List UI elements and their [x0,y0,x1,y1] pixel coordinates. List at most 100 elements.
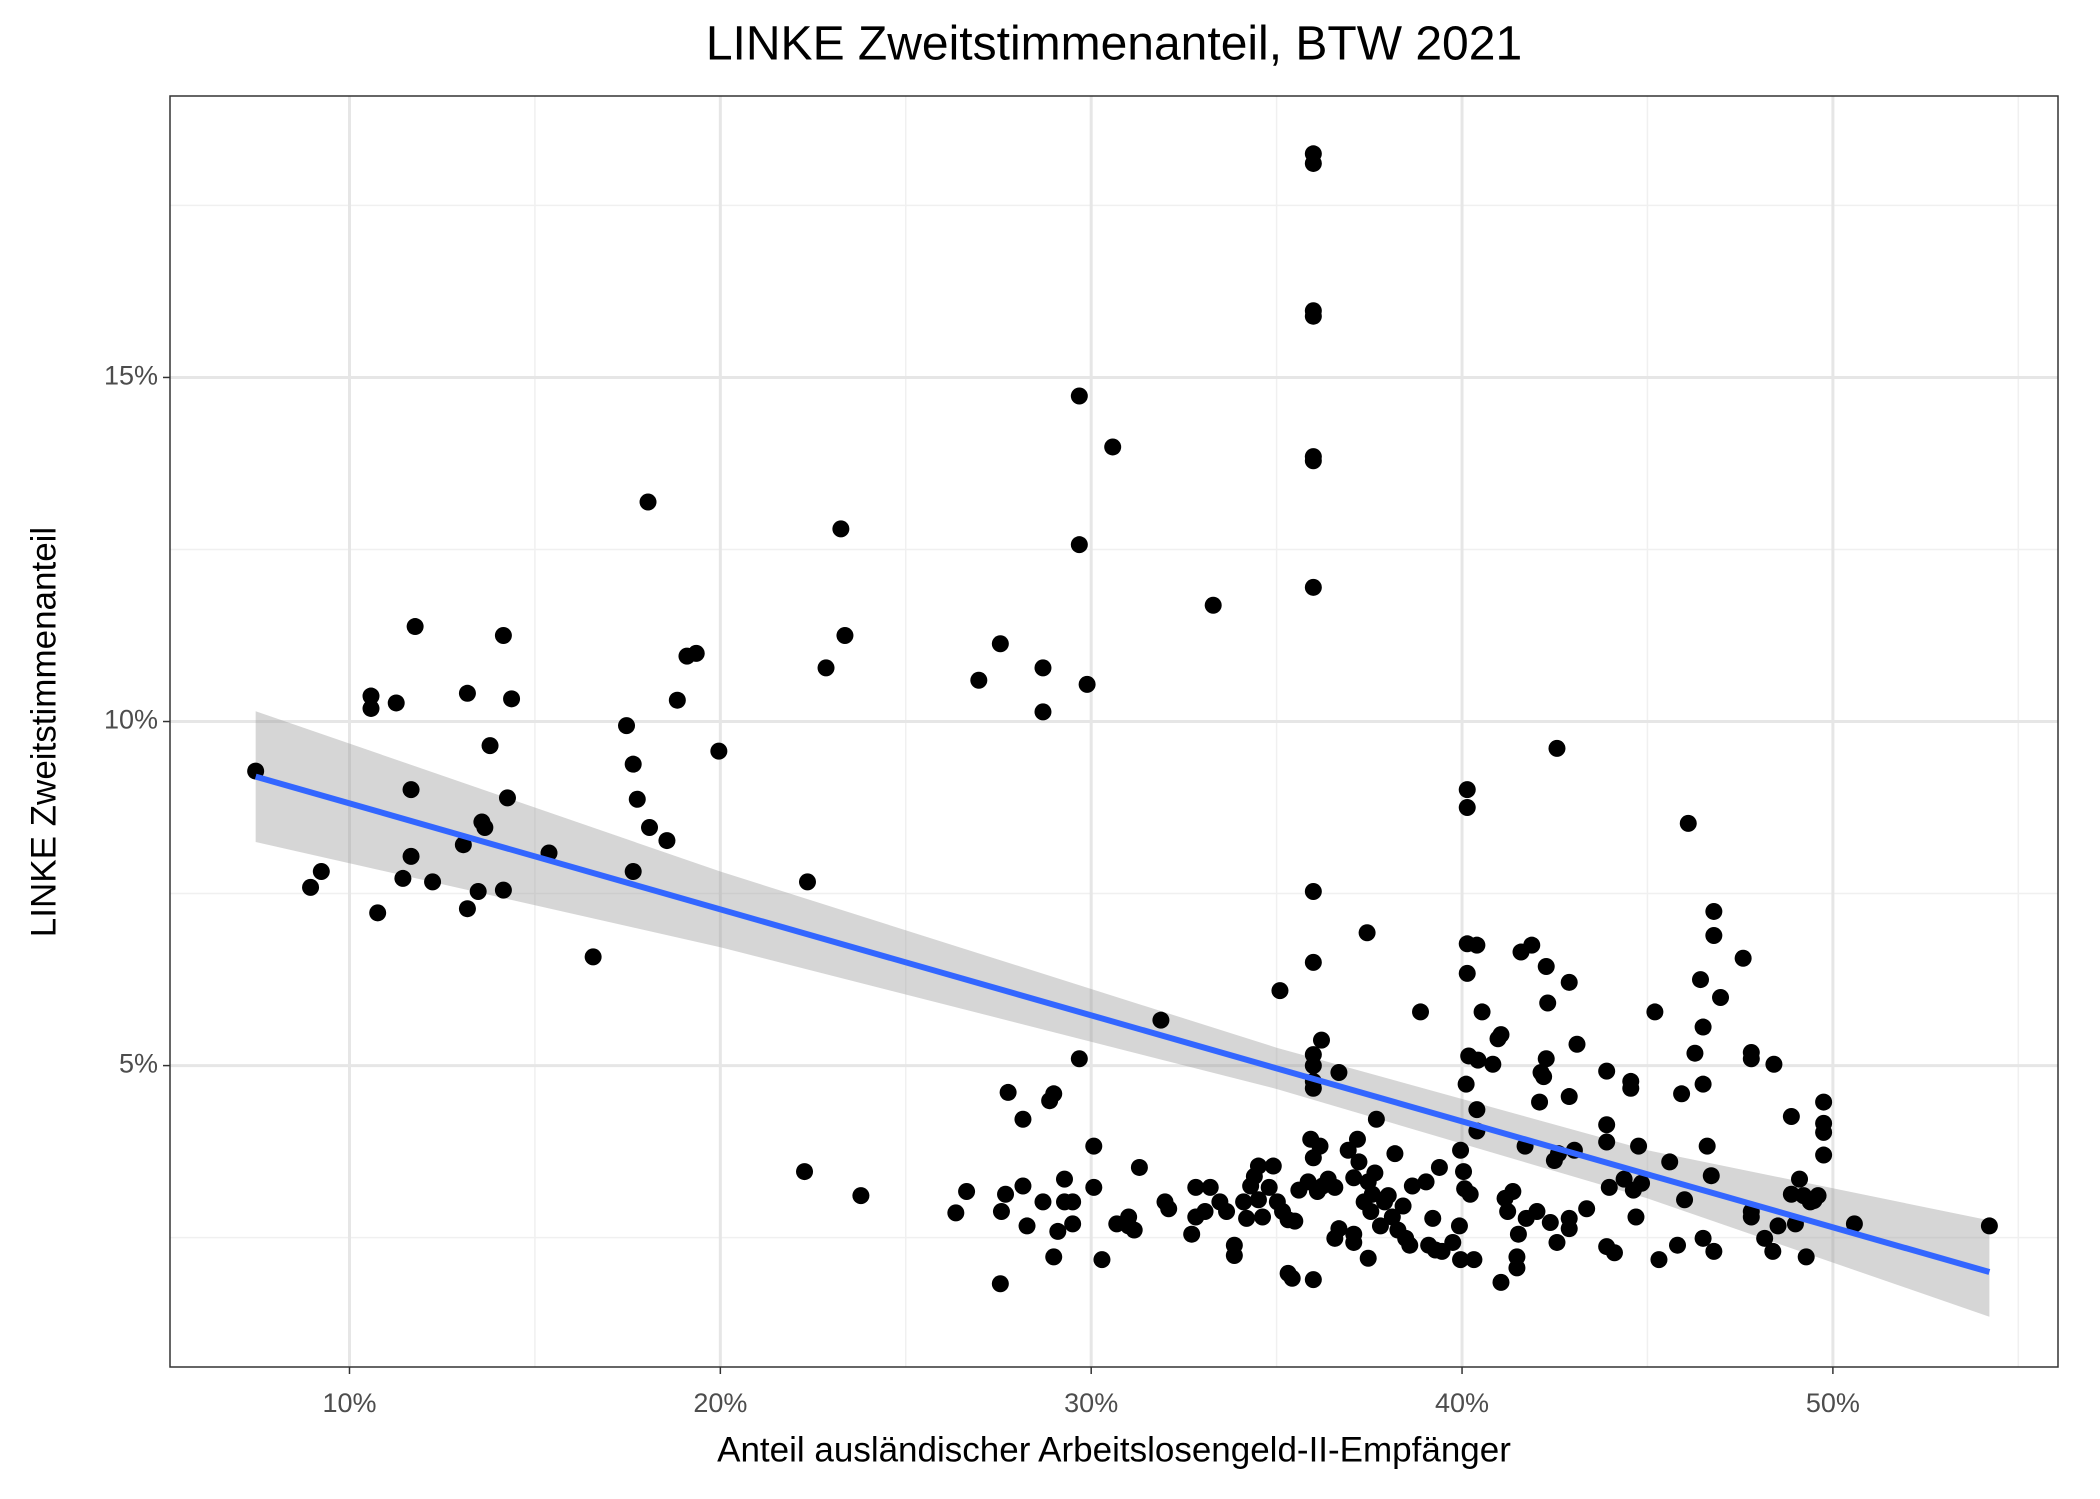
point [406,618,424,636]
point [1055,1170,1073,1188]
point [1598,1062,1616,1080]
point [1196,1202,1214,1220]
point [991,635,1009,653]
x-tick-label: 40% [1435,1388,1489,1418]
point [1359,1249,1377,1267]
point [1260,1178,1278,1196]
point [1264,1157,1282,1175]
point [1845,1215,1863,1233]
point [1694,1018,1712,1036]
point [1742,1050,1760,1068]
point [1034,1193,1052,1211]
point [1698,1137,1716,1155]
point [1183,1225,1201,1243]
point [394,869,412,887]
point [458,900,476,918]
point [458,684,476,702]
point [1541,1213,1559,1231]
point [1598,1133,1616,1151]
point [1548,739,1566,757]
point [1249,1191,1267,1209]
point [1712,988,1730,1006]
point [817,659,835,677]
point [1254,1208,1272,1226]
point [852,1187,870,1205]
point [1403,1177,1421,1195]
point [1160,1200,1178,1218]
point [1286,1212,1304,1230]
point [1457,1075,1475,1093]
point [1304,307,1322,325]
point [1304,154,1322,172]
point [1661,1153,1679,1171]
point [1104,438,1122,456]
point [1742,1208,1760,1226]
point [1362,1202,1380,1220]
point [1650,1251,1668,1269]
panel-border [169,95,2059,1368]
point [494,627,512,645]
point [1238,1209,1256,1227]
point [1980,1217,1998,1235]
point [1326,1178,1344,1196]
point [1304,578,1322,596]
point [1692,971,1710,989]
point [1235,1193,1253,1211]
point [1304,882,1322,900]
point [362,699,380,717]
point [1049,1222,1067,1240]
x-tick-label: 50% [1806,1388,1860,1418]
point [1504,1183,1522,1201]
x-tick-label: 10% [322,1388,376,1418]
point [454,836,472,854]
point [1064,1215,1082,1233]
point [836,627,854,645]
point [1537,1050,1555,1068]
point [1499,1202,1517,1220]
point [624,755,642,773]
x-tick-label: 20% [693,1388,747,1418]
y-axis-title: LINKE Zweitstimmenanteil [24,527,63,937]
point [1627,1208,1645,1226]
point [1345,1233,1363,1251]
point [1560,1088,1578,1106]
point [1468,1101,1486,1119]
point [1535,1068,1553,1086]
point [1085,1178,1103,1196]
point [997,1185,1015,1203]
point [1473,1003,1491,1021]
point [1093,1251,1111,1269]
point [1358,924,1376,942]
point [1492,1026,1510,1044]
point [1424,1209,1442,1227]
point [1130,1158,1148,1176]
point [1782,1108,1800,1126]
point [1528,1202,1546,1220]
point [1568,1035,1586,1053]
point [1537,958,1555,976]
point [1283,1269,1301,1287]
point [1600,1178,1618,1196]
point [387,694,405,712]
point [1548,1233,1566,1251]
point [958,1183,976,1201]
point [494,881,512,899]
point [1383,1208,1401,1226]
point [1458,964,1476,982]
point [1345,1169,1363,1187]
point [1386,1145,1404,1163]
point [402,781,420,799]
point [710,742,728,760]
point [1694,1229,1712,1247]
point [1734,949,1752,967]
point [947,1204,965,1222]
point [1367,1110,1385,1128]
point [498,789,516,807]
point [1523,936,1541,954]
point [991,1275,1009,1293]
fit-line [254,773,1991,1275]
point [1018,1217,1036,1235]
point [1797,1248,1815,1266]
point [1304,1079,1322,1097]
